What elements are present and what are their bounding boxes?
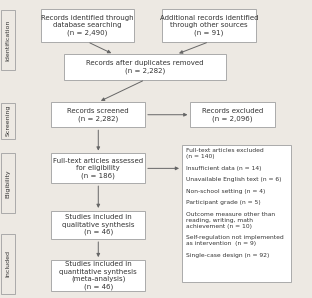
Text: Eligibility: Eligibility [5, 169, 10, 198]
Text: Records excluded
(n = 2,096): Records excluded (n = 2,096) [202, 108, 263, 122]
Text: Additional records identified
through other sources
(n = 91): Additional records identified through ot… [160, 15, 258, 36]
Text: Studies included in
qualitative synthesis
(n = 46): Studies included in qualitative synthesi… [62, 215, 134, 235]
Text: Full-text articles assessed
for eligibility
(n = 186): Full-text articles assessed for eligibil… [53, 158, 143, 179]
Text: Included: Included [5, 250, 10, 277]
FancyBboxPatch shape [51, 153, 145, 183]
FancyBboxPatch shape [1, 103, 15, 139]
Text: Studies included in
quantitative synthesis
(meta-analysis)
(n = 46): Studies included in quantitative synthes… [59, 261, 137, 290]
FancyBboxPatch shape [1, 234, 15, 294]
Text: Identification: Identification [5, 20, 10, 61]
Text: Records screened
(n = 2,282): Records screened (n = 2,282) [67, 108, 129, 122]
Text: Screening: Screening [5, 105, 10, 136]
FancyBboxPatch shape [51, 211, 145, 239]
Text: Records after duplicates removed
(n = 2,282): Records after duplicates removed (n = 2,… [86, 60, 204, 74]
FancyBboxPatch shape [182, 145, 291, 282]
Text: Full-text articles excluded
(n = 140)

Insufficient data (n = 14)

Unavailable E: Full-text articles excluded (n = 140) In… [186, 148, 283, 257]
FancyBboxPatch shape [162, 9, 256, 42]
FancyBboxPatch shape [190, 102, 275, 128]
FancyBboxPatch shape [51, 102, 145, 128]
FancyBboxPatch shape [41, 9, 134, 42]
FancyBboxPatch shape [1, 10, 15, 70]
FancyBboxPatch shape [64, 54, 226, 80]
FancyBboxPatch shape [51, 260, 145, 291]
FancyBboxPatch shape [1, 153, 15, 213]
Text: Records identified through
database searching
(n = 2,490): Records identified through database sear… [41, 15, 134, 36]
